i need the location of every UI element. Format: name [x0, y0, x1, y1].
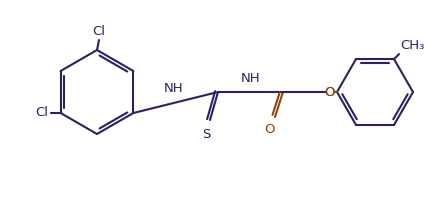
Text: O: O: [325, 86, 335, 98]
Text: Cl: Cl: [93, 25, 105, 38]
Text: O: O: [265, 123, 275, 136]
Text: NH: NH: [164, 82, 183, 96]
Text: O: O: [325, 86, 335, 98]
Text: S: S: [202, 128, 210, 141]
Text: CH₃: CH₃: [400, 39, 424, 52]
Text: Cl: Cl: [35, 106, 49, 119]
Text: NH: NH: [241, 72, 261, 85]
